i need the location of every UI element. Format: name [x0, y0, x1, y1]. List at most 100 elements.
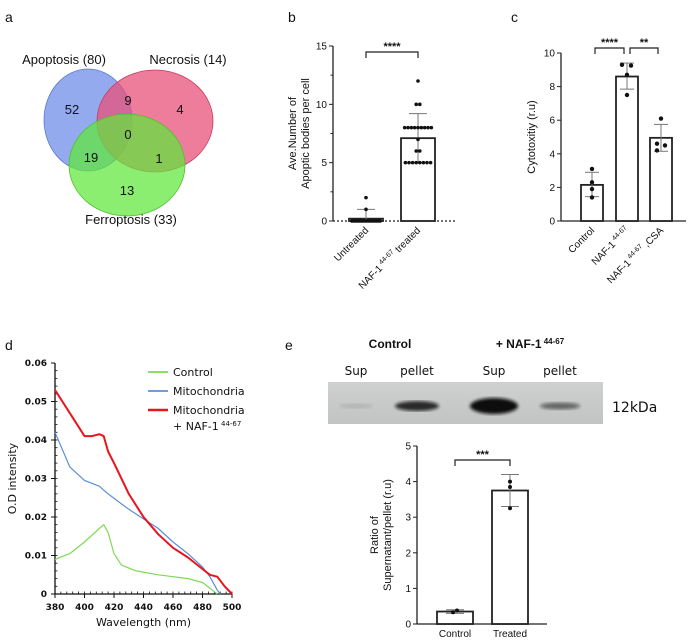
x-tick-label: 500	[223, 603, 242, 613]
x-tick-label: Control	[567, 225, 598, 256]
y-tick-label: 0	[405, 620, 411, 631]
data-point	[414, 149, 419, 153]
data-point	[364, 207, 368, 212]
bar	[615, 75, 639, 222]
y-axis-label: Ratio of	[369, 515, 381, 554]
blot-lane-label: pellet	[400, 364, 434, 378]
data-point	[619, 62, 625, 67]
x-tick-label-suffix: ,CSA	[640, 225, 666, 251]
data-point	[419, 125, 424, 130]
y-tick-label: 0	[41, 590, 47, 600]
data-point	[418, 160, 422, 165]
venn-diagram: Apoptosis (80) Necrosis (14) Ferroptosis (…	[22, 52, 227, 227]
x-tick-label: Control	[439, 629, 471, 640]
data-point	[508, 506, 512, 511]
data-point	[589, 180, 595, 185]
x-tick-label: 440	[134, 603, 153, 613]
line-series	[54, 432, 221, 595]
y-tick-label: 0.02	[25, 513, 47, 523]
blot-lane-label: Sup	[483, 364, 506, 378]
y-tick-label: 0.06	[25, 359, 47, 369]
legend-label: Control	[173, 366, 213, 379]
data-point	[416, 79, 420, 83]
y-tick-label: 4	[405, 477, 411, 488]
data-point	[422, 125, 427, 130]
blot-band	[339, 403, 373, 409]
y-axis-label: Apoptic bodies per cell	[300, 78, 312, 189]
significance-label: ***	[476, 449, 490, 461]
y-tick-label: 5	[321, 158, 327, 169]
data-point	[406, 125, 410, 130]
data-point	[589, 195, 595, 200]
data-point	[414, 160, 419, 165]
y-tick-label: 0.03	[25, 475, 47, 485]
venn-circle-ferroptosis	[68, 113, 186, 217]
data-point	[654, 148, 660, 153]
venn-count-apoptosis-necrosis: 9	[124, 93, 131, 108]
data-point	[421, 160, 426, 165]
panel-label-a: a	[5, 9, 13, 25]
y-tick-label: 0.04	[25, 436, 47, 446]
blot-band	[395, 401, 439, 411]
data-point	[628, 63, 634, 68]
legend-label: + NAF-1 44-67	[173, 420, 241, 433]
significance-bracket	[594, 47, 625, 54]
data-point	[658, 116, 664, 121]
venn-count-ferroptosis-only: 13	[120, 183, 134, 198]
data-point	[416, 137, 420, 142]
y-tick-label: 0.01	[25, 552, 47, 562]
y-tick-label: 0.05	[25, 398, 47, 408]
y-tick-label: 3	[405, 513, 411, 524]
y-tick-label: 4	[549, 149, 555, 160]
x-axis-label: Wavelength (nm)	[96, 616, 191, 629]
data-point	[418, 102, 422, 107]
line-series	[54, 524, 218, 595]
y-tick-label: 15	[316, 42, 328, 53]
blot-group-superscript: 44-67	[542, 337, 565, 346]
significance-label: **	[640, 37, 649, 49]
y-tick-label: 8	[549, 82, 555, 93]
data-point	[451, 610, 455, 615]
data-point	[416, 125, 420, 130]
data-point	[407, 160, 411, 165]
data-point	[414, 102, 419, 107]
od-spectrum-line-chart: 0 0.01 0.02 0.03 0.04 0.05 0.06 380 400 420 440 460…	[6, 359, 245, 629]
y-axis-label: Supernatant/pellet (r.u)	[382, 479, 394, 591]
y-tick-label: 2	[405, 548, 411, 559]
data-point	[508, 484, 512, 489]
x-tick-label-superscript: 44-67	[610, 225, 629, 244]
significance-label: ****	[383, 41, 401, 53]
data-point	[402, 125, 407, 130]
y-tick-label: 10	[316, 100, 328, 111]
y-tick-label: 1	[405, 584, 411, 595]
data-point	[426, 125, 430, 130]
data-point	[378, 219, 382, 223]
venn-set-label: Apoptosis (80)	[22, 52, 106, 67]
y-tick-label: 5	[405, 442, 411, 453]
data-point	[508, 479, 512, 484]
venn-count-apoptosis-only: 52	[65, 102, 79, 117]
data-point	[662, 143, 668, 148]
x-tick-label: 480	[193, 603, 212, 613]
x-tick-label: 400	[75, 603, 94, 613]
blot-marker-label: 12kDa	[612, 400, 657, 416]
blot-lane-label: Sup	[345, 364, 368, 378]
data-point	[589, 186, 595, 192]
legend-label-superscript: 44-67	[219, 420, 242, 428]
y-tick-label: 6	[549, 116, 555, 127]
venn-count-necrosis-only: 4	[176, 102, 183, 117]
data-point	[624, 72, 630, 78]
y-axis-label: Cytotoxitiy (r.u)	[526, 100, 538, 173]
legend-label: Mitochondria	[173, 404, 245, 417]
data-point	[455, 608, 459, 613]
x-tick-label: Untreated	[332, 225, 371, 264]
y-tick-label: 10	[544, 49, 556, 60]
data-point	[418, 149, 422, 153]
x-tick-label: 420	[105, 603, 124, 613]
significance-bracket	[454, 459, 511, 466]
data-point	[412, 125, 417, 130]
x-tick-label: Treated	[493, 629, 527, 640]
data-point	[425, 160, 429, 165]
